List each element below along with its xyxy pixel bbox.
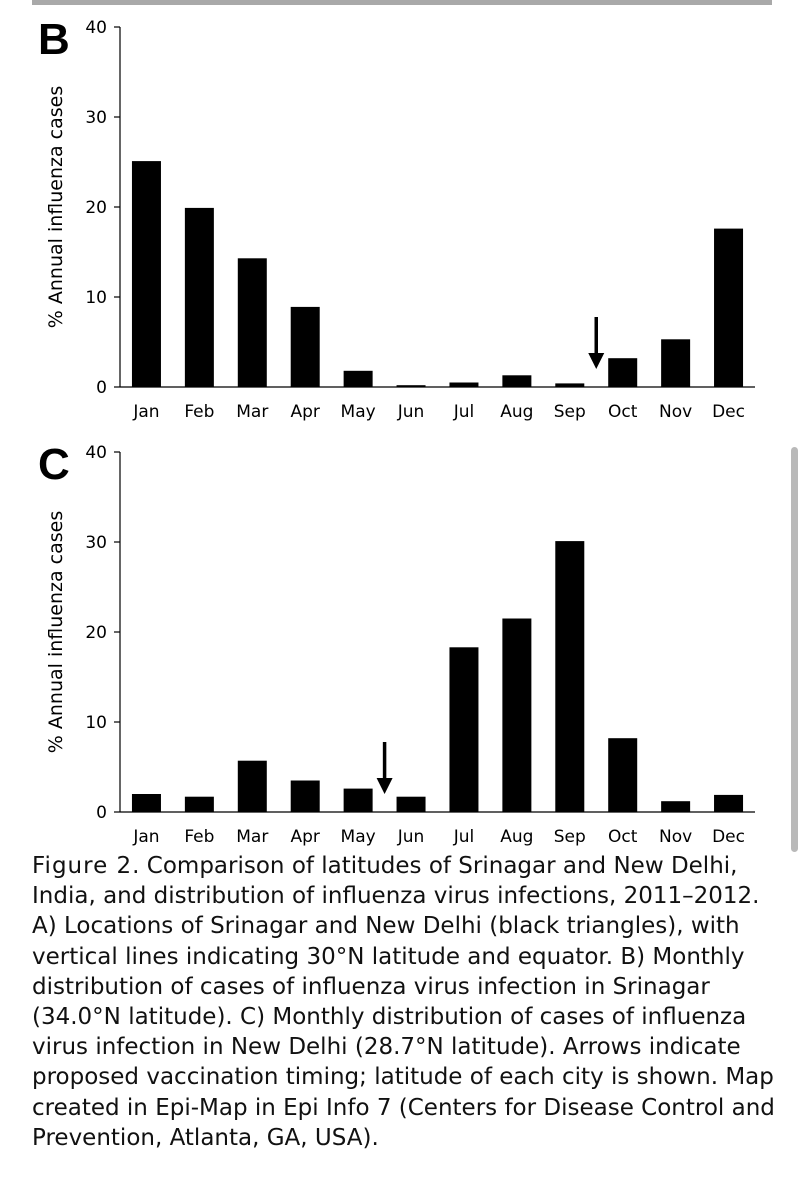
panel-c-bar-feb [184,796,214,812]
panel-c-x-tick-label: Mar [236,827,268,847]
panel-b-x-tick-label: Jul [453,402,475,422]
figure-caption: Figure 2. Comparison of latitudes of Sri… [32,851,777,1153]
panel-c-x-tick-label: Feb [184,827,214,847]
panel-b-vaccination-arrow [588,317,605,369]
panel-b-bar-apr [290,306,320,387]
panel-b-y-axis-title: % Annual influenza cases [45,86,67,328]
panel-c-x-tick-label: Apr [290,827,319,847]
panel-c-y-tick-label: 0 [96,803,107,823]
panel-c-x-tick-label: Dec [712,827,745,847]
figure-charts: B % Annual influenza cases 0 10 20 30 40 Jan Feb… [38,15,755,847]
panel-b-chart: B % Annual influenza cases 0 10 20 30 40 Jan Feb… [38,15,755,422]
figure-caption-text: . Comparison of latitudes of Srinagar an… [32,853,775,1151]
panel-b-x-tick-label: Mar [236,402,268,422]
panel-b-y-tick-label: 10 [85,288,107,308]
panel-b-bar-mar [237,258,267,387]
panel-c-chart: C % Annual influenza cases 0 10 20 30 40 Jan Feb… [38,440,755,847]
panel-c-x-tick-label: May [341,827,376,847]
panel-c-y-axis-title: % Annual influenza cases [45,511,67,753]
panel-b-x-tick-label: Aug [500,402,533,422]
panel-c-bar-aug [502,618,532,812]
panel-b-x-tick-label: Sep [554,402,586,422]
panel-b-x-tick-label: Dec [712,402,745,422]
panel-c-letter: C [38,440,70,489]
panel-c-bar-jun [396,796,426,812]
panel-c-bar-apr [290,780,320,812]
panel-b-bar-nov [661,339,691,387]
panel-b-y-tick-label: 0 [96,378,107,398]
panel-c-bar-sep [555,541,585,812]
panel-c-bar-dec [714,794,744,812]
panel-b-y-tick-label: 40 [85,18,107,38]
panel-b-bar-sep [555,383,585,387]
panel-b-y-tick-label: 30 [85,108,107,128]
panel-b-x-tick-label: Jan [132,402,159,422]
panel-c-y-tick-label: 40 [85,443,107,463]
panel-c-y-tick-label: 10 [85,713,107,733]
panel-c-bar-jan [131,794,161,812]
panel-b-bar-aug [502,375,532,387]
panel-b-bar-dec [714,228,744,387]
panel-c-arrow-head [376,778,393,794]
panel-b-x-tick-label: Jun [397,402,425,422]
panel-b-arrow-head [588,353,605,369]
panel-c-bar-oct [608,738,638,812]
cropped-map-strip [32,0,772,5]
panel-c-y-tick-label: 30 [85,533,107,553]
scrollbar-thumb[interactable] [791,447,798,852]
panel-b-bar-oct [608,358,638,387]
panel-c-x-tick-label: Jan [132,827,159,847]
panel-b-x-tick-label: Feb [184,402,214,422]
panel-c-vaccination-arrow [376,742,393,794]
panel-b-bar-jul [449,382,479,387]
panel-c-x-tick-label: Sep [554,827,586,847]
panel-c-x-tick-label: Jul [453,827,475,847]
panel-c-y-tick-label: 20 [85,623,107,643]
panel-b-x-tick-label: Apr [290,402,319,422]
panel-c-bar-nov [661,801,691,812]
panel-c-x-tick-label: Nov [659,827,692,847]
panel-b-x-tick-label: Oct [608,402,638,422]
panel-c-bar-may [343,788,373,812]
panel-b-bar-jun [396,385,426,387]
panel-c-bar-mar [237,760,267,812]
panel-b-bar-may [343,370,373,387]
panel-b-bar-feb [184,207,214,387]
panel-b-x-tick-label: May [341,402,376,422]
panel-c-bar-jul [449,647,479,812]
panel-b-bar-jan [131,161,161,387]
panel-b-letter: B [38,15,70,64]
panel-b-x-tick-label: Nov [659,402,692,422]
panel-c-x-tick-label: Oct [608,827,638,847]
panel-c-x-tick-label: Aug [500,827,533,847]
panel-b-y-tick-label: 20 [85,198,107,218]
figure-caption-label: Figure 2 [32,853,133,879]
panel-c-x-tick-label: Jun [397,827,425,847]
